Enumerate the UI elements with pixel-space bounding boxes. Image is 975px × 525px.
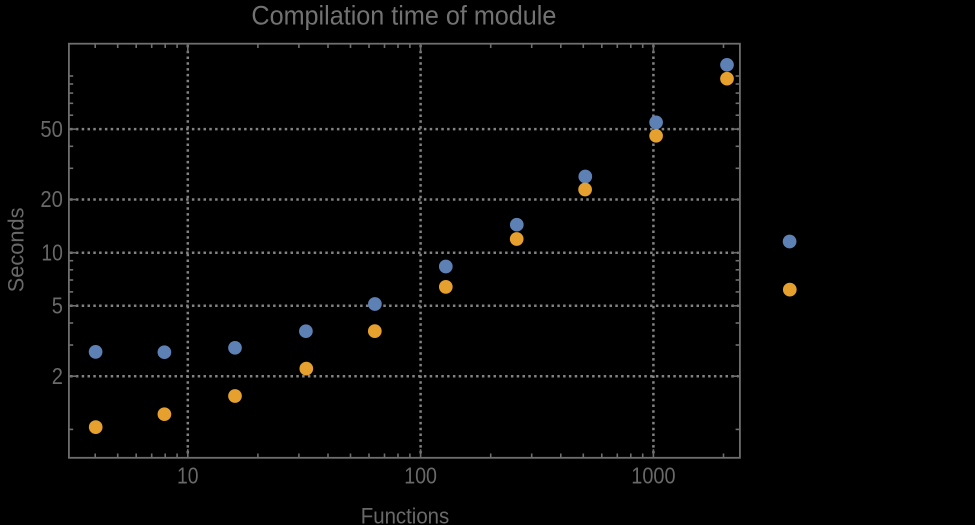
svg-text:5: 5 <box>52 293 63 319</box>
svg-text:20: 20 <box>40 186 63 212</box>
svg-text:10: 10 <box>41 239 63 265</box>
svg-text:Compilation time of module: Compilation time of module <box>251 0 556 30</box>
svg-text:50: 50 <box>40 116 63 142</box>
svg-text:Functions: Functions <box>361 503 450 525</box>
svg-text:1000: 1000 <box>631 463 675 489</box>
svg-text:100: 100 <box>404 463 437 489</box>
svg-text:10: 10 <box>177 463 199 489</box>
svg-text:2: 2 <box>52 363 63 389</box>
svg-text:Seconds: Seconds <box>4 208 29 293</box>
